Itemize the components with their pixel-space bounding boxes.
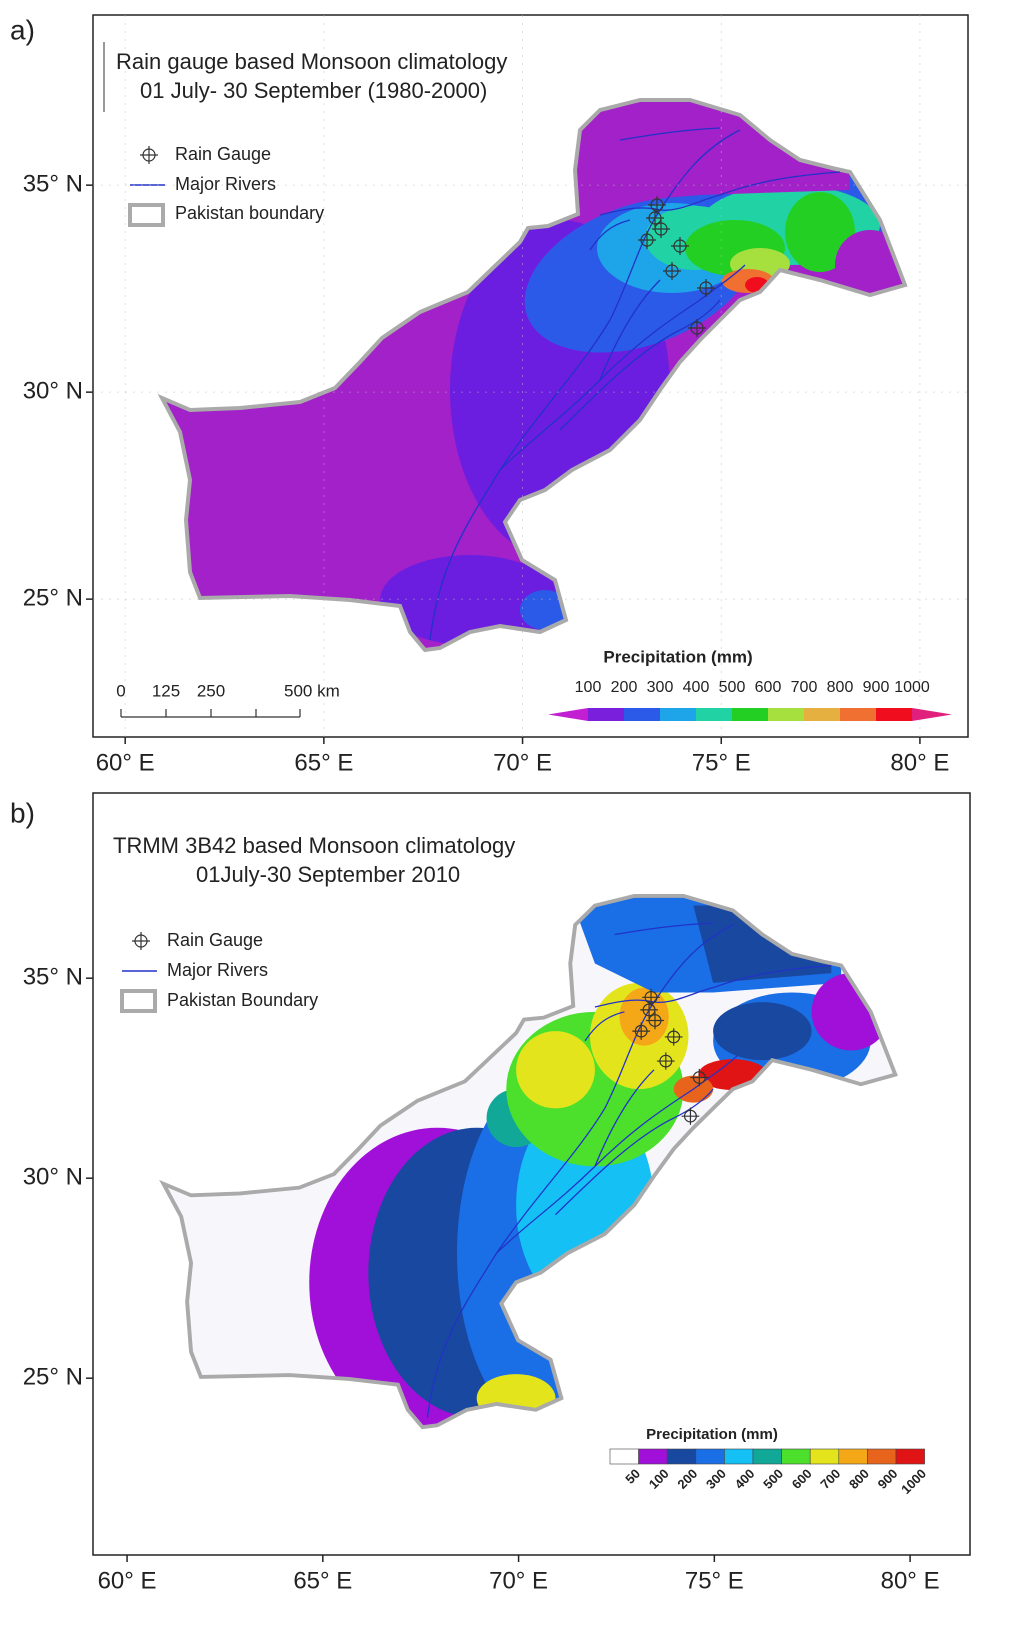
- x-tick-label: 80° E: [890, 749, 949, 776]
- colorbar-label: 400: [683, 679, 710, 696]
- colorbar-label: 500: [719, 679, 746, 696]
- colorbar-swatch: [696, 708, 732, 721]
- x-tick-label: 60° E: [96, 749, 155, 776]
- colorbar-swatch: [732, 708, 768, 721]
- panel-title: TRMM 3B42 based Monsoon climatology: [113, 833, 515, 858]
- colorbar-swatch: [809, 1448, 840, 1465]
- x-tick-label: 60° E: [98, 1567, 157, 1594]
- x-tick-label: 75° E: [692, 749, 751, 776]
- colorbar-swatch: [804, 708, 840, 721]
- colorbar-swatch: [724, 1448, 754, 1465]
- colorbar-swatch: [895, 1448, 925, 1465]
- colorbar-label: 700: [791, 679, 818, 696]
- colorbar-swatch: [840, 708, 876, 721]
- legend-b: [120, 932, 157, 1013]
- colorbar-swatch: [838, 1448, 868, 1465]
- y-tick-label: 35° N: [23, 964, 83, 991]
- y-tick-label: 25° N: [23, 1364, 83, 1391]
- colorbar-swatch: [695, 1448, 725, 1465]
- legend-label: Rain Gauge: [167, 930, 263, 950]
- colorbar-label: 200: [611, 679, 638, 696]
- panel-title: 01 July- 30 September (1980-2000): [140, 78, 487, 103]
- legend-label: Rain Gauge: [175, 144, 271, 164]
- colorbar-swatch: [588, 708, 624, 721]
- x-tick-label: 70° E: [493, 749, 552, 776]
- x-tick-label: 65° E: [293, 1567, 352, 1594]
- colorbar-label: 900: [863, 679, 890, 696]
- scale-label: 125: [152, 681, 180, 700]
- x-tick-label: 70° E: [489, 1567, 548, 1594]
- x-tick-label: 80° E: [881, 1567, 940, 1594]
- scale-label: 500 km: [284, 681, 340, 700]
- colorbar-swatch: [660, 708, 696, 721]
- legend-label: Major Rivers: [167, 960, 268, 980]
- legend-label: Pakistan boundary: [175, 203, 324, 223]
- colorbar-label: 800: [827, 679, 854, 696]
- colorbar-label: 100: [575, 679, 602, 696]
- scale-label: 250: [197, 681, 225, 700]
- colorbar-swatch: [752, 1448, 782, 1465]
- scale-label: 0: [116, 681, 125, 700]
- panel-label: b): [10, 797, 35, 828]
- colorbar-swatch: [867, 1448, 897, 1465]
- x-tick-label: 65° E: [294, 749, 353, 776]
- colorbar-title: Precipitation (mm): [603, 647, 752, 666]
- colorbar-swatch: [609, 1448, 639, 1465]
- colorbar-label: 600: [755, 679, 782, 696]
- y-tick-label: 30° N: [23, 1164, 83, 1191]
- colorbar-swatch: [638, 1448, 668, 1465]
- colorbar-swatch: [666, 1448, 697, 1465]
- y-tick-label: 35° N: [23, 170, 83, 197]
- legend-label: Pakistan Boundary: [167, 990, 318, 1010]
- colorbar-title: Precipitation (mm): [646, 1426, 778, 1443]
- colorbar-swatch: [624, 708, 660, 721]
- colorbar-label: 1000: [894, 679, 930, 696]
- colorbar-swatch: [912, 708, 952, 721]
- y-tick-label: 30° N: [23, 377, 83, 404]
- legend-a: [128, 146, 165, 227]
- x-tick-label: 75° E: [685, 1567, 744, 1594]
- colorbar-swatch: [876, 708, 912, 721]
- legend-label: Major Rivers: [175, 174, 276, 194]
- colorbar-swatch: [768, 708, 804, 721]
- y-tick-label: 25° N: [23, 584, 83, 611]
- panel-title: Rain gauge based Monsoon climatology: [116, 49, 507, 74]
- panel-label: a): [10, 14, 35, 45]
- colorbar-swatch: [781, 1448, 811, 1465]
- colorbar-swatch: [548, 708, 588, 721]
- panel-title: 01July-30 September 2010: [196, 862, 460, 887]
- colorbar-label: 300: [647, 679, 674, 696]
